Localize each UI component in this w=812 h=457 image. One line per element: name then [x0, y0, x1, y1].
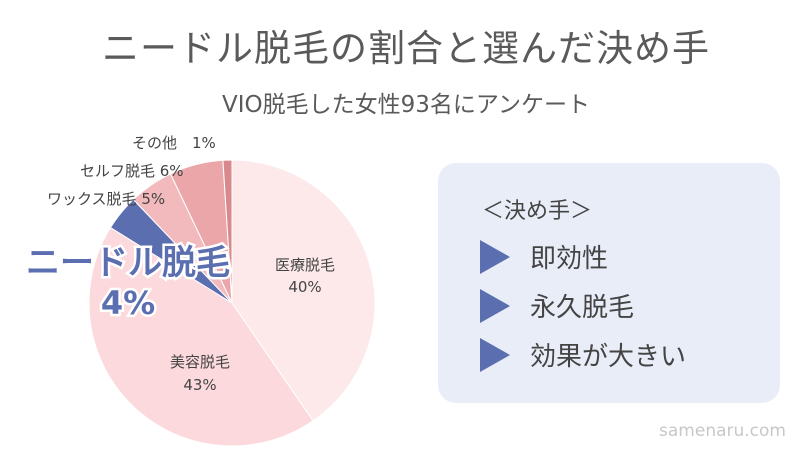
slice-label-medical-value: 40%: [288, 278, 321, 296]
triangle-bullet-icon: [480, 239, 510, 274]
reason-item-effect: 効果が大きい: [480, 336, 686, 373]
slice-label-beauty-name: 美容脱毛: [170, 353, 230, 371]
reason-label: 即効性: [530, 244, 609, 274]
chart-title: ニードル脱毛の割合と選んだ決め手: [102, 27, 710, 70]
chart-subtitle: VIO脱毛した女性93名にアンケート: [222, 92, 590, 118]
pie-slice-1: [88, 226, 314, 447]
outer-label-other: その他 1%: [132, 134, 216, 152]
pie-slice-5: [222, 159, 233, 304]
reasons-title: ＜決め手＞: [482, 199, 593, 224]
triangle-bullet-icon: [480, 288, 510, 323]
slice-label-medical-name: 医療脱毛: [275, 256, 335, 274]
reason-label: 効果が大きい: [530, 342, 687, 372]
reasons-panel: ＜決め手＞ 即効性 永久脱毛 効果が大きい: [438, 163, 780, 403]
outer-label-wax: ワックス脱毛 5%: [47, 190, 165, 208]
slice-label-beauty-value: 43%: [183, 376, 216, 394]
reason-label: 永久脱毛: [530, 293, 635, 323]
highlight-label-value: 4%: [101, 284, 155, 322]
triangle-bullet-icon: [480, 337, 510, 372]
reason-item-speed: 即効性: [480, 238, 608, 275]
reason-item-permanent: 永久脱毛: [480, 287, 634, 324]
outer-label-self: セルフ脱毛 6%: [80, 162, 184, 180]
watermark: samenaru.com: [659, 421, 786, 441]
highlight-label-name: ニードル脱毛: [26, 243, 230, 283]
pie-slice-0: [231, 159, 376, 422]
